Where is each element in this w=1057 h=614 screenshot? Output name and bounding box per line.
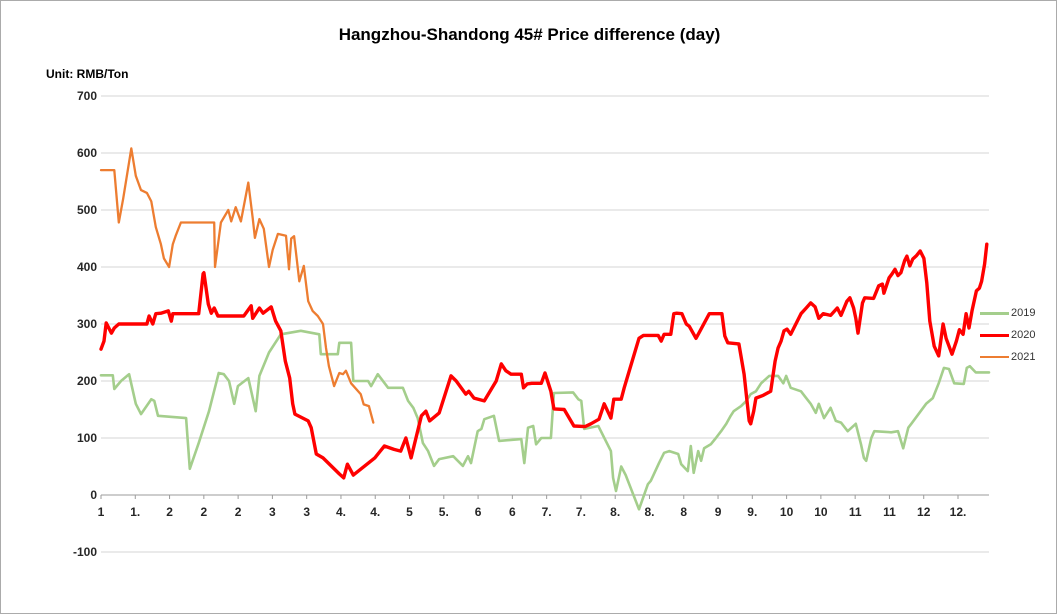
legend-label-2019: 2019 xyxy=(1011,307,1036,319)
x-tick-label: 7. xyxy=(541,505,552,519)
x-tick-label: 10 xyxy=(779,505,794,519)
x-tick-label: 8. xyxy=(644,505,655,519)
x-tick-label: 1. xyxy=(130,505,141,519)
chart-title: Hangzhou-Shandong 45# Price difference (… xyxy=(338,25,721,44)
x-tick-label: 4. xyxy=(370,505,381,519)
y-tick-label: 500 xyxy=(76,203,97,217)
y-tick-label: -100 xyxy=(72,545,97,559)
x-tick-label: 12 xyxy=(917,505,931,519)
y-tick-label: 0 xyxy=(90,488,97,502)
legend-swatch-2019 xyxy=(980,311,1009,315)
legend-item-2021: 2021 xyxy=(980,346,1035,368)
x-tick-label: 11 xyxy=(883,505,896,519)
legend-item-2019: 2019 xyxy=(980,302,1035,324)
x-tick-label: 2 xyxy=(200,505,208,519)
x-tick-label: 8 xyxy=(680,505,688,519)
x-tick-label: 12. xyxy=(949,505,967,519)
x-tick-label: 5 xyxy=(406,505,413,519)
series-line-2021 xyxy=(99,147,375,424)
legend-label-2020: 2020 xyxy=(1011,329,1036,341)
x-tick-label: 9 xyxy=(714,505,722,519)
unit-label: Unit: RMB/Ton xyxy=(46,67,129,81)
x-tick-label: 6 xyxy=(509,505,516,519)
x-tick-label: 8. xyxy=(610,505,621,519)
x-tick-label: 10 xyxy=(814,505,828,519)
legend-swatch-2021 xyxy=(980,356,1009,358)
x-tick-label: 3 xyxy=(303,505,311,519)
y-tick-label: 100 xyxy=(76,431,97,445)
x-tick-label: 7. xyxy=(575,505,586,519)
x-tick-label: 9. xyxy=(747,505,758,519)
x-tick-label: 4. xyxy=(335,505,346,519)
series-line-2020 xyxy=(99,242,989,480)
x-tick-label: 6 xyxy=(474,505,482,519)
x-tick-label: 11 xyxy=(848,505,862,519)
x-tick-label: 2 xyxy=(166,505,173,519)
x-tick-label: 3 xyxy=(269,505,276,519)
series-line-2019 xyxy=(99,329,991,511)
y-tick-label: 300 xyxy=(76,317,97,331)
y-tick-label: 200 xyxy=(76,374,97,388)
legend-swatch-2020 xyxy=(980,333,1009,337)
legend-label-2021: 2021 xyxy=(1011,351,1036,363)
legend: 2019 2020 2021 xyxy=(980,302,1035,368)
legend-item-2020: 2020 xyxy=(980,324,1035,346)
y-tick-label: 600 xyxy=(76,146,97,160)
y-tick-label: 700 xyxy=(76,89,97,103)
x-tick-label: 2 xyxy=(234,505,242,519)
y-tick-label: 400 xyxy=(76,260,97,274)
x-tick-label: 1 xyxy=(97,505,105,519)
x-tick-label: 5. xyxy=(438,505,449,519)
